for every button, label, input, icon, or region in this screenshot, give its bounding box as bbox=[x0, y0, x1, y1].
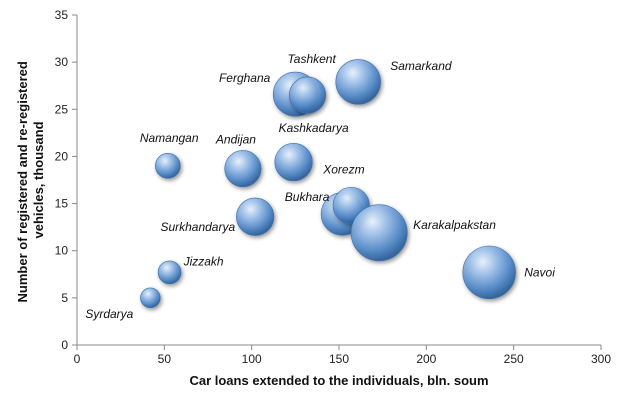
y-tick-label: 25 bbox=[55, 102, 69, 116]
y-tick-label: 0 bbox=[61, 338, 68, 352]
bubble-tashkent bbox=[289, 76, 327, 114]
y-tick-label: 15 bbox=[55, 197, 69, 211]
bubble-jizzakh bbox=[157, 260, 182, 285]
y-tick-group: 0 5 10 15 20 25 30 35 bbox=[55, 8, 77, 352]
label-karakalpakstan: Karakalpakstan bbox=[413, 218, 496, 232]
label-syrdarya: Syrdarya bbox=[85, 307, 133, 321]
x-axis-title: Car loans extended to the individuals, b… bbox=[189, 373, 488, 388]
x-tick-group: 0 50 100 150 200 250 300 bbox=[74, 345, 611, 366]
bubble-syrdarya bbox=[140, 287, 161, 309]
y-tick-label: 10 bbox=[55, 244, 69, 258]
y-tick-label: 20 bbox=[55, 149, 69, 163]
label-andijan: Andijan bbox=[215, 133, 256, 147]
label-namangan: Namangan bbox=[140, 131, 199, 145]
label-tashkent: Tashkent bbox=[288, 52, 337, 66]
x-tick-label: 0 bbox=[74, 352, 81, 366]
bubble-andijan bbox=[224, 150, 262, 188]
label-kashkadarya: Kashkadarya bbox=[279, 121, 349, 135]
label-xorezm: Xorezm bbox=[322, 162, 364, 176]
bubble-karakalpakstan bbox=[350, 204, 408, 262]
y-axis-title-line-2: vehicles, thousand bbox=[31, 121, 46, 238]
x-tick-label: 100 bbox=[242, 352, 262, 366]
label-navoi: Navoi bbox=[524, 265, 555, 279]
label-surkhandarya: Surkhandarya bbox=[160, 220, 235, 234]
label-ferghana: Ferghana bbox=[219, 71, 271, 85]
bubble-samarkand bbox=[335, 59, 381, 105]
y-axis-title: Number of registered and re-registered v… bbox=[15, 58, 46, 303]
x-tick-label: 50 bbox=[158, 352, 172, 366]
x-tick-label: 250 bbox=[504, 352, 524, 366]
label-jizzakh: Jizzakh bbox=[183, 254, 224, 268]
y-axis-title-line-1: Number of registered and re-registered bbox=[15, 61, 30, 302]
x-tick-label: 200 bbox=[416, 352, 436, 366]
bubble-series bbox=[140, 59, 516, 309]
bubble-surkhandarya bbox=[236, 197, 275, 236]
bubble-kashkadarya bbox=[274, 142, 313, 182]
y-tick-label: 5 bbox=[61, 291, 68, 305]
y-tick-label: 35 bbox=[55, 8, 69, 22]
x-tick-label: 300 bbox=[591, 352, 611, 366]
bubble-labels: Syrdarya Jizzakh Namangan Andijan Surkhandar… bbox=[85, 52, 555, 321]
label-samarkand: Samarkand bbox=[390, 59, 452, 73]
x-tick-label: 150 bbox=[329, 352, 349, 366]
bubble-namangan bbox=[155, 153, 181, 179]
label-bukhara: Bukhara bbox=[285, 190, 330, 204]
bubble-navoi bbox=[462, 245, 516, 300]
y-tick-label: 30 bbox=[55, 55, 69, 69]
